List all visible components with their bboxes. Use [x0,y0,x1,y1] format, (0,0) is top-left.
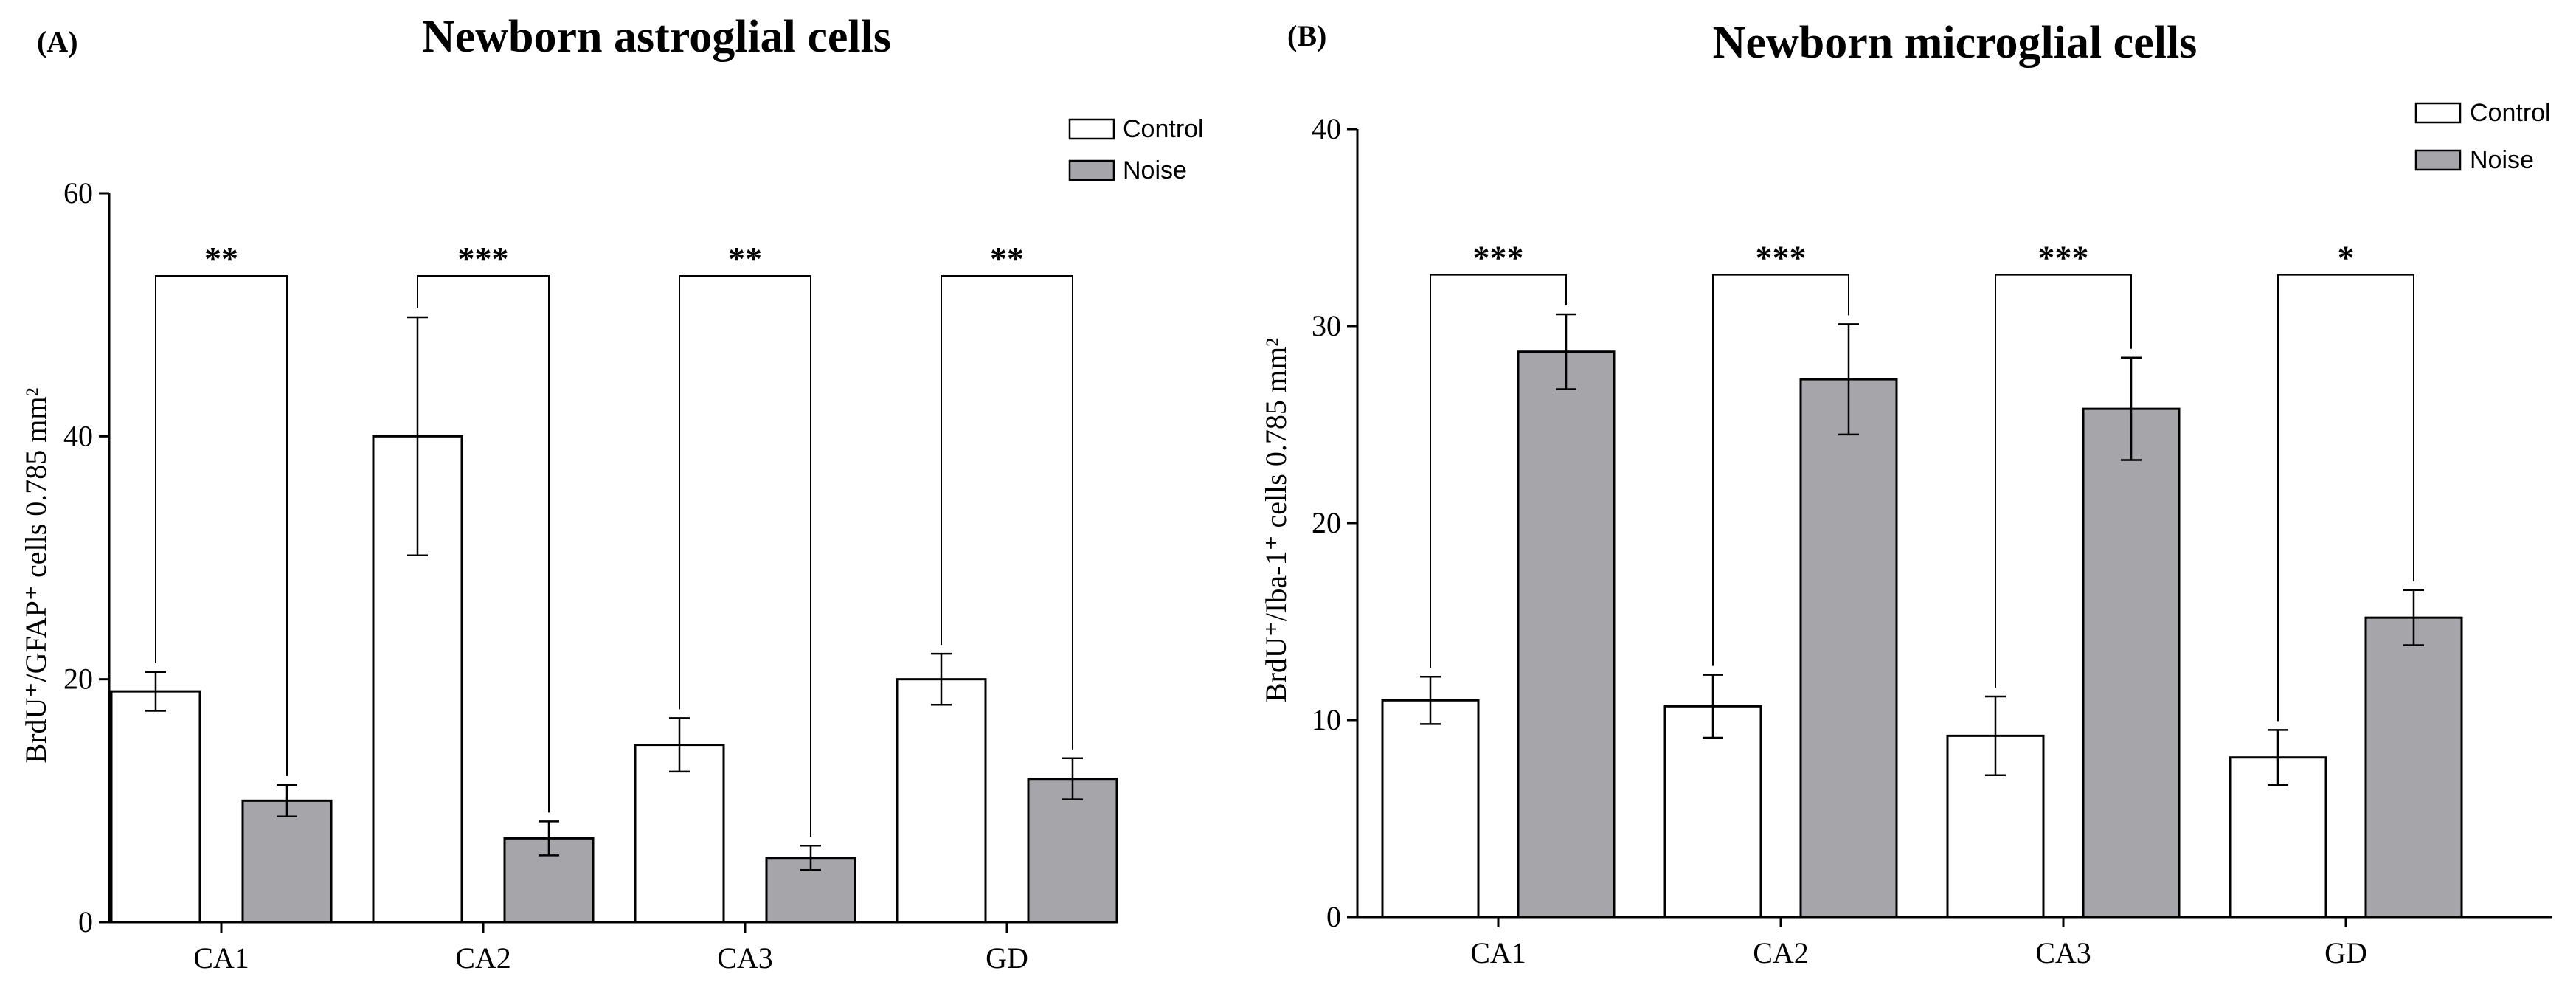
panel-b-category-label: CA3 [2035,936,2091,969]
panel-b-legend-noise-label: Noise [2470,146,2534,174]
panel-b-y-tick-label: 40 [1312,112,1341,145]
panel-a-legend: Control Noise [1068,115,1204,184]
panel-a-bar-control-gd [896,678,987,924]
panel-b-significance-bracket [1995,274,2132,688]
panel-a-significance-bracket [417,274,550,813]
panel-b-significance-mark: *** [1756,239,1807,277]
panel-a-significance-bracket [941,274,1073,750]
panel-b-bar-noise-gd [2364,616,2463,919]
panel-b-y-tick-label: 0 [1326,900,1341,933]
panel-b-significance-mark: * [2338,239,2355,277]
panel-a-letter: (A) [37,25,78,58]
panel-a-y-tick-label: 40 [63,419,93,452]
panel-b-bar-noise-ca2 [1799,378,1898,919]
panel-a-category-label: CA1 [193,941,249,975]
panel-a-y-tick-label: 60 [63,176,93,210]
panel-a-significance-bracket [155,274,288,776]
panel-b-legend-control-label: Control [2470,99,2551,127]
panel-b-significance-bracket [2277,274,2414,722]
panel-a-significance-mark: *** [458,240,509,277]
panel-a-significance-mark: ** [728,240,762,277]
panel-b-category-label: GD [2324,936,2367,969]
panel-a-bar-noise-gd [1027,778,1118,924]
panel-b-legend-control-swatch [2414,102,2462,124]
panel-b-legend: Control Noise [2414,99,2551,174]
panel-b-legend-noise-swatch [2414,149,2462,171]
panel-b-bar-noise-ca1 [1517,350,1616,919]
panel-b-letter: (B) [1287,19,1326,52]
panel-b-plot: 0 10 20 30 40 CA1 *** CA2 *** CA3 *** GD * [1312,112,2552,969]
panel-a-bar-noise-ca1 [241,799,333,924]
panel-a-category-label: CA2 [455,941,511,975]
panel-b-bar-control-ca2 [1663,705,1762,919]
panel-a-legend-noise-label: Noise [1123,156,1187,184]
panel-b: (B) Newborn microglial cells BrdU⁺/Iba-1… [1259,18,2552,969]
panel-a-y-tick-label: 20 [63,663,93,696]
panel-b-title: Newborn microglial cells [1713,18,2198,68]
panel-a: (A) Newborn astroglial cells BrdU⁺/GFAP⁺… [19,12,1204,975]
panel-a-legend-noise-swatch [1068,159,1115,181]
panel-b-category-label: CA2 [1753,936,1809,969]
panel-a-category-label: CA3 [717,941,773,975]
panel-a-legend-control-label: Control [1123,115,1204,143]
panel-b-y-axis-label: BrdU⁺/Iba-1⁺ cells 0.785 mm² [1259,338,1292,702]
panel-b-y-tick-label: 30 [1312,309,1341,342]
panel-a-category-label: GD [986,941,1028,975]
panel-a-significance-bracket [679,274,811,837]
panel-b-bar-control-ca1 [1381,699,1480,919]
panel-b-bar-noise-ca3 [2082,407,2181,919]
panel-a-y-tick-label: 0 [78,905,93,938]
panel-a-bar-control-ca3 [634,744,725,924]
panel-b-y-tick-label: 10 [1312,703,1341,736]
panel-a-significance-mark: ** [204,240,238,277]
panel-a-bar-control-ca1 [110,690,201,924]
panel-a-title: Newborn astroglial cells [422,12,891,62]
panel-a-plot: 0 20 40 60 CA1 ** CA2 *** CA3 ** GD ** [63,176,1118,975]
panel-b-significance-mark: *** [1473,239,1524,277]
panel-b-significance-bracket [1430,274,1567,668]
panel-b-y-tick-label: 20 [1312,506,1341,539]
panel-a-significance-mark: ** [990,240,1024,277]
panel-a-y-axis-label: BrdU⁺/GFAP⁺ cells 0.785 mm² [19,387,52,763]
panel-b-category-label: CA1 [1470,936,1526,969]
panel-b-significance-bracket [1712,274,1849,666]
panel-b-significance-mark: *** [2038,239,2089,277]
panel-a-legend-control-swatch [1068,118,1115,140]
